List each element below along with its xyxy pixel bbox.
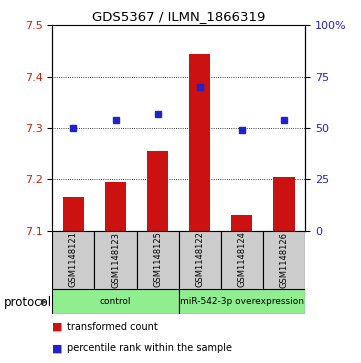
Text: GSM1148122: GSM1148122 — [195, 232, 204, 287]
Text: ■: ■ — [52, 322, 63, 332]
Bar — [231, 215, 252, 231]
Bar — [189, 54, 210, 231]
Bar — [221, 231, 263, 289]
Bar — [52, 289, 179, 314]
Text: GSM1148121: GSM1148121 — [69, 232, 78, 287]
Bar — [63, 197, 84, 231]
Text: percentile rank within the sample: percentile rank within the sample — [67, 343, 232, 354]
Text: ■: ■ — [52, 343, 63, 354]
Bar — [95, 231, 136, 289]
Text: GSM1148125: GSM1148125 — [153, 232, 162, 287]
Text: GSM1148126: GSM1148126 — [279, 232, 288, 287]
Title: GDS5367 / ILMN_1866319: GDS5367 / ILMN_1866319 — [92, 10, 265, 23]
Text: protocol: protocol — [4, 295, 52, 309]
Text: GSM1148123: GSM1148123 — [111, 232, 120, 287]
Bar — [179, 231, 221, 289]
Text: transformed count: transformed count — [67, 322, 157, 332]
Bar — [263, 231, 305, 289]
Bar — [274, 177, 295, 231]
Text: GSM1148124: GSM1148124 — [238, 232, 246, 287]
Bar — [147, 151, 168, 231]
Bar — [179, 289, 305, 314]
Text: miR-542-3p overexpression: miR-542-3p overexpression — [180, 297, 304, 306]
Bar — [136, 231, 179, 289]
Bar — [52, 231, 95, 289]
Bar — [105, 182, 126, 231]
Text: control: control — [100, 297, 131, 306]
